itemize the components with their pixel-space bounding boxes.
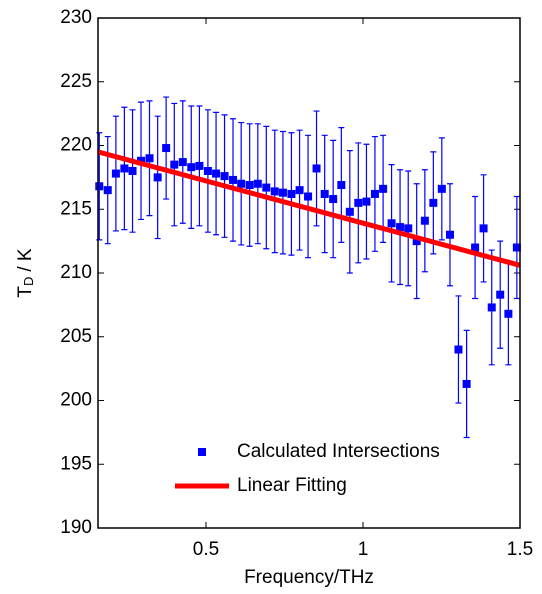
- y-label-sub: D: [21, 277, 36, 286]
- data-point: [187, 163, 196, 172]
- data-point: [295, 186, 304, 195]
- data-point: [420, 216, 429, 225]
- data-point: [220, 172, 229, 181]
- y-label-unit: / K: [15, 248, 36, 272]
- data-point: [387, 219, 396, 228]
- data-point: [412, 237, 421, 246]
- y-tick-label: 190: [60, 517, 92, 538]
- data-point: [178, 158, 187, 167]
- data-point: [137, 156, 146, 165]
- data-point: [312, 164, 321, 173]
- data-point: [212, 169, 221, 178]
- data-point: [437, 184, 446, 193]
- data-point: [454, 345, 463, 354]
- data-point: [203, 167, 212, 175]
- data-point: [487, 303, 496, 312]
- x-tick-label: 0.5: [193, 539, 219, 560]
- data-point: [329, 195, 338, 204]
- data-point: [195, 161, 204, 170]
- y-label-main: T: [15, 286, 36, 298]
- y-tick-label: 225: [60, 71, 92, 92]
- data-point: [287, 189, 296, 198]
- data-point: [429, 198, 438, 207]
- legend-label: Linear Fitting: [237, 475, 347, 496]
- data-point: [496, 290, 505, 299]
- data-point: [162, 144, 171, 153]
- legend-marker: [198, 448, 206, 456]
- plot-frame: [97, 17, 521, 529]
- data-point: [379, 184, 388, 193]
- legend-label: Calculated Intersections: [237, 441, 440, 462]
- y-tick-label: 195: [60, 453, 92, 474]
- data-point: [120, 164, 129, 173]
- y-tick-label: 220: [60, 135, 92, 156]
- data-point: [95, 182, 104, 191]
- data-point: [396, 223, 405, 232]
- data-point: [278, 188, 287, 197]
- y-tick-label: 230: [60, 7, 92, 28]
- y-tick-label: 205: [60, 326, 92, 347]
- data-point: [111, 169, 120, 178]
- data-point: [354, 198, 363, 207]
- x-tick-label: 1.5: [507, 539, 533, 560]
- x-axis-label: Frequency/THz: [244, 567, 374, 588]
- data-point: [362, 197, 371, 206]
- data-point: [404, 224, 413, 233]
- data-point: [253, 179, 262, 188]
- fit-line: [97, 149, 521, 268]
- data-point: [229, 175, 238, 184]
- data-point: [153, 173, 162, 182]
- data-point: [262, 183, 271, 192]
- y-axis-label: TD / K: [15, 248, 36, 298]
- data-point: [320, 189, 329, 198]
- data-point: [170, 160, 179, 169]
- data-point: [245, 181, 254, 190]
- data-point: [370, 189, 379, 198]
- data-point: [471, 243, 480, 252]
- data-point: [103, 186, 112, 195]
- data-point: [128, 167, 137, 175]
- data-point: [337, 181, 346, 190]
- x-tick-label: 1: [358, 539, 369, 560]
- data-point: [345, 207, 354, 216]
- y-tick-label: 200: [60, 390, 92, 411]
- data-point: [237, 179, 246, 188]
- data-point: [270, 187, 279, 196]
- y-tick-label: 210: [60, 262, 92, 283]
- data-point: [462, 379, 471, 388]
- data-point: [145, 154, 154, 163]
- data-point: [512, 243, 521, 252]
- data-point: [479, 224, 488, 233]
- data-point: [445, 230, 454, 239]
- y-tick-label: 215: [60, 198, 92, 219]
- data-point: [504, 309, 513, 318]
- data-point: [304, 192, 313, 201]
